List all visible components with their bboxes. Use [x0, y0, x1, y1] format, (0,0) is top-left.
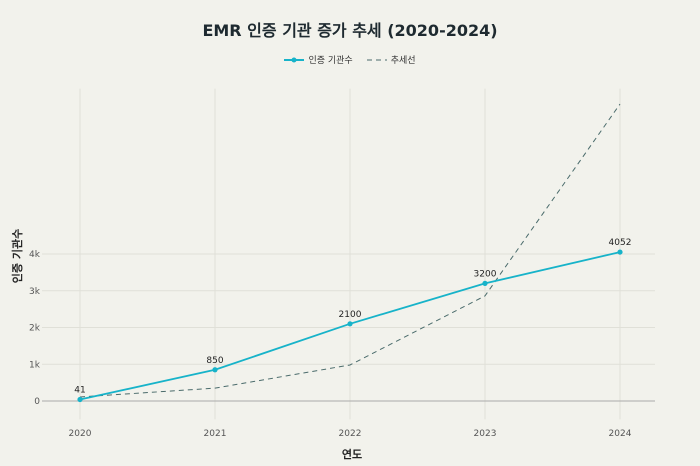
data-label: 3200 — [474, 269, 497, 279]
x-axis-label: 연도 — [341, 448, 363, 461]
y-tick-label: 3k — [29, 287, 41, 297]
y-tick-label: 2k — [29, 324, 41, 334]
x-tick-label: 2022 — [339, 429, 362, 439]
legend-label: 인증 기관수 — [308, 56, 353, 66]
legend-item-series-2[interactable]: 추세선 — [366, 53, 416, 66]
data-label: 850 — [206, 356, 223, 366]
legend-swatch-solid — [284, 57, 305, 62]
legend-label: 추세선 — [390, 56, 416, 66]
y-tick-label: 4k — [29, 250, 41, 260]
trend-line — [79, 103, 621, 398]
x-tick-label: 2020 — [69, 429, 92, 439]
legend-swatch-dashed — [366, 59, 387, 60]
legend-item-series-1[interactable]: 인증 기관수 — [284, 53, 353, 66]
chart-title: EMR 인증 기관 증가 추세 (2020-2024) — [202, 21, 498, 40]
data-label: 2100 — [339, 310, 362, 320]
y-tick-label: 0 — [34, 397, 40, 407]
y-tick-label: 1k — [29, 360, 41, 370]
x-tick-label: 2023 — [474, 429, 497, 439]
data-label: 4052 — [609, 238, 632, 248]
data-point — [77, 396, 83, 403]
x-tick-label: 2024 — [609, 429, 632, 439]
data-point — [482, 280, 488, 286]
data-point — [212, 367, 218, 373]
x-tick-label: 2021 — [204, 429, 227, 439]
data-label: 41 — [74, 385, 85, 395]
data-point — [347, 321, 353, 327]
legend: 인증 기관수 추세선 — [0, 53, 700, 66]
data-point — [617, 249, 623, 255]
